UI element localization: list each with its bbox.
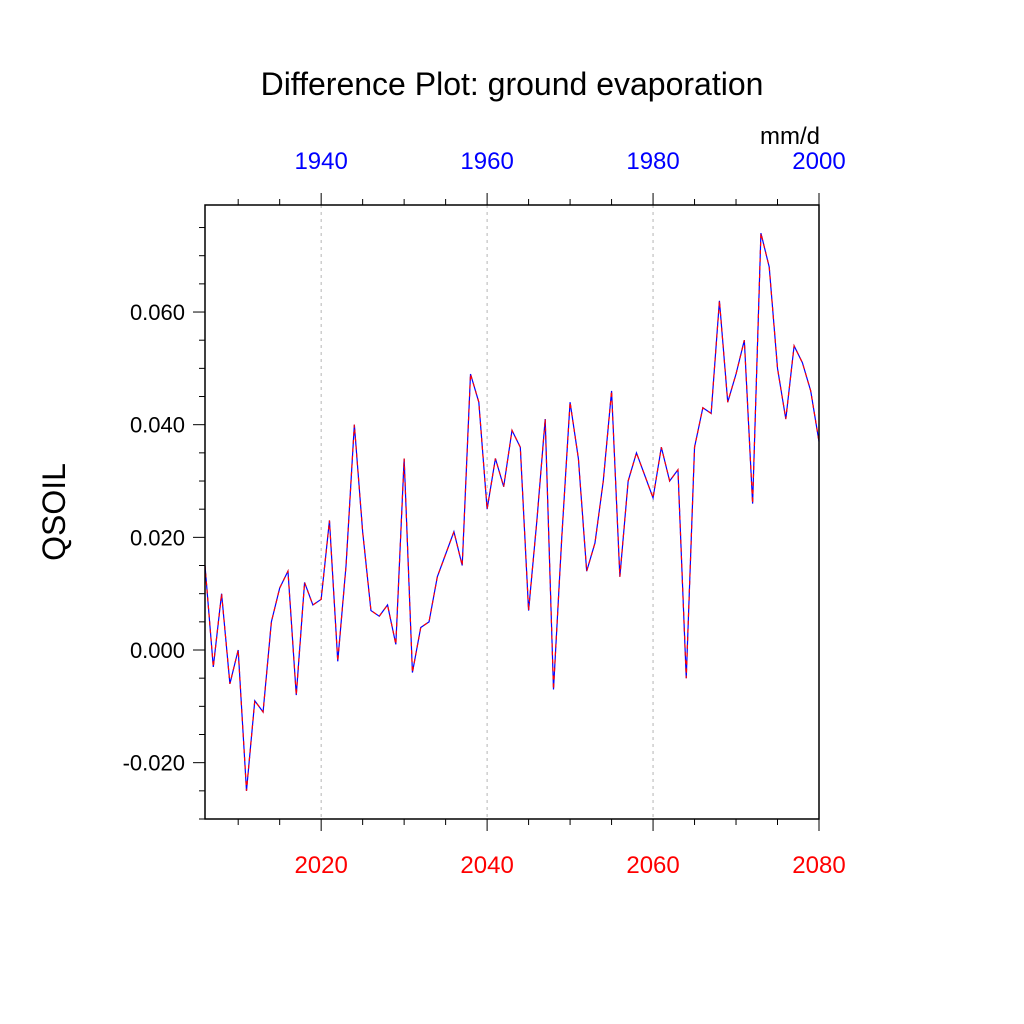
data-point-2076 xyxy=(785,418,786,419)
data-point-2042 xyxy=(503,486,504,487)
series-line-red-dashed xyxy=(204,233,820,791)
data-point-2029 xyxy=(395,644,396,645)
data-point-2050 xyxy=(569,402,570,403)
data-point-2078 xyxy=(802,362,803,363)
data-point-2022 xyxy=(337,661,338,662)
data-point-2013 xyxy=(262,711,263,712)
data-point-2079 xyxy=(810,390,811,391)
data-point-2057 xyxy=(628,480,629,481)
data-point-2075 xyxy=(777,368,778,369)
data-point-2016 xyxy=(287,571,288,572)
data-point-2060 xyxy=(652,497,653,498)
x-top-tick-label: 1980 xyxy=(626,148,679,175)
data-point-2010 xyxy=(238,649,239,650)
data-point-2073 xyxy=(760,233,761,234)
data-point-2009 xyxy=(229,683,230,684)
y-tick-label: 0.020 xyxy=(130,525,185,550)
data-point-2054 xyxy=(603,480,604,481)
data-point-2024 xyxy=(354,424,355,425)
x-bottom-tick-label: 2040 xyxy=(460,852,513,879)
data-point-2041 xyxy=(495,458,496,459)
data-point-2065 xyxy=(694,447,695,448)
y-tick-label: 0.040 xyxy=(130,413,185,438)
data-point-2055 xyxy=(611,390,612,391)
data-point-2012 xyxy=(254,700,255,701)
data-point-2063 xyxy=(677,469,678,470)
data-point-2007 xyxy=(213,666,214,667)
data-point-2072 xyxy=(752,503,753,504)
y-tick-label: 0.060 xyxy=(130,300,185,325)
data-point-2064 xyxy=(686,678,687,679)
x-bottom-tick-label: 2060 xyxy=(626,852,679,879)
data-point-2030 xyxy=(404,458,405,459)
series-line-blue xyxy=(204,233,820,791)
data-point-2056 xyxy=(619,576,620,577)
chart-title: Difference Plot: ground evaporation xyxy=(261,66,764,102)
data-point-2068 xyxy=(719,300,720,301)
data-point-2020 xyxy=(321,599,322,600)
units-label: mm/d xyxy=(760,123,820,150)
data-point-2008 xyxy=(221,593,222,594)
data-point-2032 xyxy=(420,627,421,628)
data-point-2069 xyxy=(727,402,728,403)
x-bottom-tick-label: 2080 xyxy=(792,852,845,879)
data-point-2071 xyxy=(744,340,745,341)
data-point-2062 xyxy=(669,480,670,481)
data-point-2046 xyxy=(536,520,537,521)
data-point-2027 xyxy=(379,616,380,617)
data-point-2052 xyxy=(586,571,587,572)
data-point-2037 xyxy=(462,565,463,566)
data-point-2044 xyxy=(520,447,521,448)
data-point-2014 xyxy=(271,621,272,622)
gridlines xyxy=(320,205,654,819)
data-point-2031 xyxy=(412,672,413,673)
data-point-2028 xyxy=(387,604,388,605)
data-point-2049 xyxy=(561,537,562,538)
data-point-2019 xyxy=(312,604,313,605)
data-point-2038 xyxy=(470,373,471,374)
y-tick-label: -0.020 xyxy=(123,751,185,776)
data-point-2059 xyxy=(644,475,645,476)
x-top-tick-label: 1960 xyxy=(460,148,513,175)
data-point-2035 xyxy=(445,554,446,555)
data-point-2011 xyxy=(246,790,247,791)
x-top-tick-label: 2000 xyxy=(792,148,845,175)
data-point-2048 xyxy=(553,689,554,690)
data-point-2018 xyxy=(304,582,305,583)
data-point-2021 xyxy=(329,520,330,521)
data-point-2036 xyxy=(453,531,454,532)
data-point-2043 xyxy=(511,430,512,431)
data-point-2067 xyxy=(711,413,712,414)
data-point-2040 xyxy=(487,509,488,510)
data-point-2070 xyxy=(735,373,736,374)
data-point-2026 xyxy=(370,610,371,611)
data-point-2053 xyxy=(594,542,595,543)
data-point-2033 xyxy=(428,621,429,622)
x-bottom-tick-label: 2020 xyxy=(294,852,347,879)
x-top-tick-label: 1940 xyxy=(294,148,347,175)
data-point-2066 xyxy=(702,407,703,408)
axes: -0.020 0.000 0.020 0.040 0.060 2020 2040 2060 20… xyxy=(123,148,846,879)
data-point-2015 xyxy=(279,587,280,588)
data-point-2077 xyxy=(794,345,795,346)
y-tick-label: 0.000 xyxy=(130,638,185,663)
data-point-2051 xyxy=(578,458,579,459)
data-point-2074 xyxy=(769,266,770,267)
data-point-2039 xyxy=(478,402,479,403)
data-point-2058 xyxy=(636,452,637,453)
data-point-2017 xyxy=(296,694,297,695)
plot-frame xyxy=(204,204,820,820)
data-series xyxy=(204,233,820,791)
data-point-2025 xyxy=(362,531,363,532)
data-point-2023 xyxy=(345,565,346,566)
data-point-2061 xyxy=(661,447,662,448)
data-point-2045 xyxy=(528,610,529,611)
data-point-2034 xyxy=(437,576,438,577)
y-axis-label: QSOIL xyxy=(36,463,72,561)
data-point-2047 xyxy=(545,418,546,419)
